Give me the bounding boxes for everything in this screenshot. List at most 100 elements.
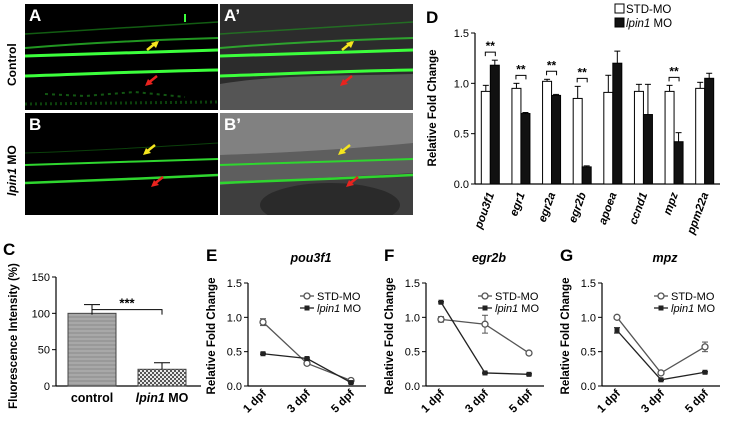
E-ylabel: Relative Fold Change [206, 278, 218, 395]
D-bar-egr2a-s1 [551, 94, 562, 185]
F-legend-label-std: STD-MO [495, 291, 539, 303]
D-bar-ccnd1-s1 [642, 114, 653, 185]
D-bar-mpz-s0 [664, 90, 675, 185]
G-ylabel: Relative Fold Change [560, 278, 572, 395]
D-ytick-label-1: 0.5 [454, 129, 469, 141]
D-bar-apoea-s1 [612, 62, 623, 185]
C-ytick-label-1: 50 [38, 345, 50, 357]
chart-C-fluorescence: 0 50 100 150 Fluorescence Intensity (%) contr… [8, 263, 201, 409]
D-bar-egr2a-s0 [542, 80, 553, 185]
D-sig-bracket-6 [668, 76, 680, 82]
G-ytick-label-2: 1.0 [581, 312, 596, 324]
D-sig-label-0: ** [486, 39, 496, 53]
E-point-s0-1 [303, 359, 311, 367]
D-category-pou3f1: pou3f1 [473, 191, 498, 231]
D-legend-label-lpin1-suffix: MO [650, 18, 672, 30]
D-sig-bracket-2 [546, 70, 558, 76]
E-ytick-label-2: 1.0 [227, 312, 242, 324]
F-point-s0-1 [481, 320, 489, 328]
D-category-apoea: apoea [597, 190, 620, 226]
F-ytick-label-1: 0.5 [405, 347, 420, 359]
G-legend-label-lpin1-suffix: MO [694, 303, 715, 315]
E-title: pou3f1 [290, 251, 332, 265]
C-category-0: control [71, 391, 113, 405]
G-point-s0-0 [613, 313, 621, 321]
F-xtick-label-1: 3 dpf [463, 388, 491, 416]
G-legend-marker-lpin1 [658, 305, 664, 311]
F-legend-marker-std [481, 292, 489, 300]
E-legend-label-lpin1-suffix: MO [340, 303, 361, 315]
D-ytick-label-0: 0.0 [454, 179, 469, 191]
E-legend-label-std: STD-MO [317, 291, 361, 303]
panel-label-A2: A’ [224, 6, 241, 25]
C-ytick-label-2: 100 [32, 308, 50, 320]
F-point-s0-0 [437, 315, 445, 324]
D-bar-pou3f1-s1 [489, 64, 500, 185]
G-ytick-label-1: 0.5 [581, 347, 596, 359]
panel-label-B2: B’ [224, 115, 241, 134]
G-legend-label-std: STD-MO [671, 291, 715, 303]
micrograph-lpin1-merged: B’ [220, 113, 413, 215]
D-category-ccnd1: ccnd1 [628, 191, 651, 226]
F-legend-marker-lpin1 [482, 305, 488, 311]
D-sig-label-6: ** [669, 64, 679, 78]
micrograph-B-drawing [25, 142, 218, 187]
D-category-egr2a: egr2a [537, 190, 559, 224]
D-legend-label-std: STD-MO [626, 4, 671, 16]
E-legend-label-lpin1: lpin1 MO [317, 303, 361, 315]
panel-label-F: F [384, 246, 395, 265]
D-category-egr1: egr1 [508, 191, 528, 218]
F-point-s1-2 [526, 371, 532, 377]
G-xtick-label-2: 5 dpf [683, 388, 711, 416]
micrograph-A2-drawing [220, 4, 413, 110]
C-ylabel: Fluorescence Intensity (%) [8, 263, 20, 409]
G-point-s0-1 [657, 369, 665, 377]
C-sig-bracket [91, 309, 163, 315]
G-point-s1-1 [658, 377, 664, 383]
E-ytick-label-0: 0.0 [227, 381, 242, 393]
F-ylabel: Relative Fold Change [384, 278, 396, 395]
D-bar-egr2b-s1 [581, 166, 592, 185]
G-legend-label-lpin1: lpin1 MO [671, 303, 715, 315]
G-point-s1-0 [614, 327, 620, 333]
E-ytick-label-3: 1.5 [227, 278, 242, 290]
D-ytick-label-3: 1.5 [454, 28, 469, 40]
E-line-s0 [262, 321, 352, 382]
G-legend-marker-std [657, 292, 665, 300]
D-bar-ppm22a-s1 [704, 77, 715, 185]
D-category-egr2b: egr2b [567, 191, 589, 225]
row-label-control-text: Control [5, 43, 19, 86]
D-sig-bracket-3 [576, 77, 588, 83]
F-xtick-label-0: 1 dpf [419, 388, 447, 416]
D-sig-label-2: ** [547, 58, 557, 72]
G-xtick-label-1: 3 dpf [639, 388, 667, 416]
G-title: mpz [653, 251, 679, 265]
D-bar-ppm22a-s0 [695, 87, 706, 185]
C-category-1-gene: lpin1 [136, 391, 165, 405]
F-ytick-label-0: 0.0 [405, 381, 420, 393]
D-bar-apoea-s0 [603, 91, 614, 185]
F-point-s1-1 [482, 370, 488, 376]
C-bar-1 [137, 368, 187, 387]
G-legend-label-lpin1-gene: lpin1 [671, 303, 694, 315]
D-bar-egr1-s0 [511, 87, 522, 185]
panel-label-B: B [29, 115, 42, 134]
E-point-s1-1 [304, 356, 310, 362]
chart-F-egr2b: egr2b 0.0 0.5 1.0 1.5 Relative Fold Change 1 d… [384, 251, 544, 416]
panel-label-E: E [206, 246, 218, 265]
panel-label-D: D [426, 8, 439, 27]
micrograph-A-drawing [25, 14, 218, 106]
G-ytick-label-3: 1.5 [581, 278, 596, 290]
E-ytick-label-1: 0.5 [227, 347, 242, 359]
micrograph-control-fluorescence: A [25, 4, 218, 110]
row-label-lpin1: lpin1 MO [5, 145, 19, 196]
chart-D-gene-expression: 0.0 0.5 1.0 1.5 Relative Fold Change pou3f1 eg… [427, 3, 720, 237]
D-ylabel: Relative Fold Change [427, 50, 439, 167]
D-bar-mpz-s1 [673, 141, 684, 185]
D-bar-ccnd1-s0 [633, 90, 644, 185]
C-category-0-gene: control [71, 391, 113, 405]
D-sig-label-1: ** [516, 62, 526, 76]
D-legend-swatch-std [614, 3, 625, 14]
C-ytick-label-3: 150 [32, 272, 50, 284]
F-ytick-label-2: 1.0 [405, 312, 420, 324]
